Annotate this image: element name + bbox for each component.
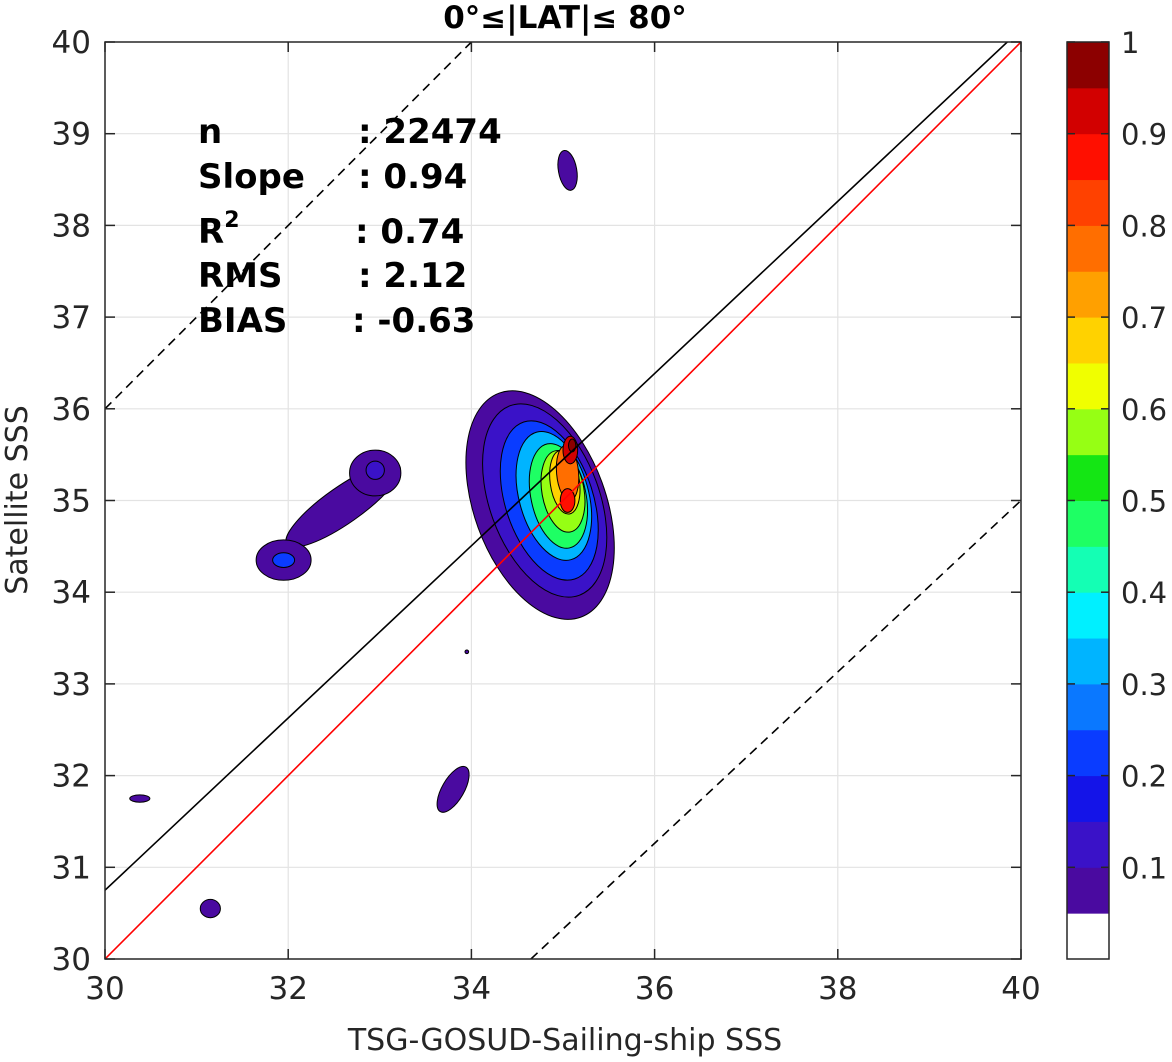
y-tick-label: 30 [52, 942, 91, 978]
colorbar-swatch [1067, 271, 1109, 318]
y-tick-label: 38 [52, 208, 91, 244]
colorbar-swatch [1067, 179, 1109, 226]
colorbar-swatch [1067, 408, 1109, 456]
x-tick-label: 36 [635, 971, 674, 1007]
colorbar-swatch [1067, 775, 1109, 822]
stat-superscript: 2 [224, 208, 239, 233]
y-axis-label: Satellite SSS [0, 405, 35, 595]
reference-line-lower-bound [530, 499, 1021, 959]
y-tick-label: 35 [52, 484, 91, 520]
colorbar-swatch [1067, 42, 1109, 89]
colorbar-swatch [1067, 867, 1109, 914]
y-tick-label: 33 [52, 667, 91, 703]
colorbar-swatch [1067, 133, 1109, 181]
x-tick-label: 32 [268, 971, 307, 1007]
colorbar-swatch [1067, 638, 1109, 685]
y-tick-label: 36 [52, 392, 91, 428]
colorbar-swatch [1067, 454, 1109, 501]
stat-label: Slope [198, 157, 305, 197]
x-tick-label: 30 [85, 971, 124, 1007]
y-tick-label: 31 [52, 850, 91, 886]
plot-frame [104, 41, 1022, 960]
colorbar-tick-label: 0.9 [1121, 118, 1167, 152]
reference-lines [105, 42, 1021, 959]
contour-outlier-cluster [129, 794, 151, 803]
colorbar-tick-label: 0.1 [1121, 851, 1167, 885]
contour-secondary-peak [365, 460, 385, 480]
colorbar-tick-label: 0.3 [1121, 668, 1167, 702]
y-tick-label: 40 [52, 25, 91, 61]
x-axis-label: TSG-GOSUD-Sailing-ship SSS [347, 1023, 782, 1058]
stat-value: : 2.12 [358, 256, 467, 296]
reference-line-upper-bound [105, 42, 472, 410]
colorbar-swatch [1067, 592, 1109, 639]
colorbar-swatch [1067, 362, 1109, 410]
contour-secondary-peak [272, 552, 296, 568]
colorbar-swatch [1067, 821, 1109, 868]
colorbar-tick-label: 0.7 [1121, 301, 1167, 335]
stat-label: BIAS [198, 301, 287, 341]
colorbar: 0.1 0.2 0.3 0.4 0.5 0.6 0.7 0.8 0.9 1 [1066, 26, 1167, 960]
y-tick-label: 32 [52, 759, 91, 795]
colorbar-swatch [1067, 87, 1109, 135]
colorbar-swatch [1067, 317, 1109, 364]
colorbar-swatch [1067, 729, 1109, 777]
contour-main-level [559, 488, 576, 513]
colorbar-swatch [1067, 500, 1109, 547]
x-tick-label: 38 [818, 971, 857, 1007]
colorbar-swatch [1067, 913, 1109, 960]
y-tick-label: 39 [52, 117, 91, 153]
colorbar-tick-label: 1 [1121, 26, 1139, 60]
axis-ticks: 30 32 34 36 38 40 30 31 32 33 34 35 36 37 38 39 40 [52, 25, 1041, 1007]
colorbar-tick-label: 0.5 [1121, 485, 1167, 519]
y-tick-label: 37 [52, 300, 91, 336]
colorbar-tick-label: 0.6 [1121, 393, 1167, 427]
contour-outlier-cluster [436, 765, 470, 813]
stat-value: : 0.74 [355, 212, 464, 252]
y-tick-label: 34 [52, 575, 91, 611]
colorbar-tick-label: 0.4 [1121, 576, 1167, 610]
colorbar-tick-label: 0.8 [1121, 209, 1167, 243]
x-tick-label: 34 [452, 971, 491, 1007]
contour-outlier-cluster [464, 649, 470, 655]
reference-line-regression [105, 42, 1008, 891]
colorbar-tick-label: 0.2 [1121, 760, 1167, 794]
reference-line-one-to-one [105, 42, 1021, 959]
stat-label: RMS [198, 256, 283, 296]
stat-label: n [198, 112, 222, 152]
stat-value: : 0.94 [358, 157, 467, 197]
stat-value: : 22474 [358, 112, 502, 152]
colorbar-swatch [1067, 546, 1109, 593]
colorbar-swatch [1067, 225, 1109, 272]
x-tick-label: 40 [1001, 971, 1040, 1007]
colorbar-swatch [1067, 683, 1109, 731]
stat-value: : -0.63 [352, 301, 475, 341]
chart-title: 0°≤|LAT|≤ 80° [443, 0, 687, 36]
contour-outlier-cluster [199, 898, 221, 919]
contour-outlier-cluster [557, 149, 578, 191]
